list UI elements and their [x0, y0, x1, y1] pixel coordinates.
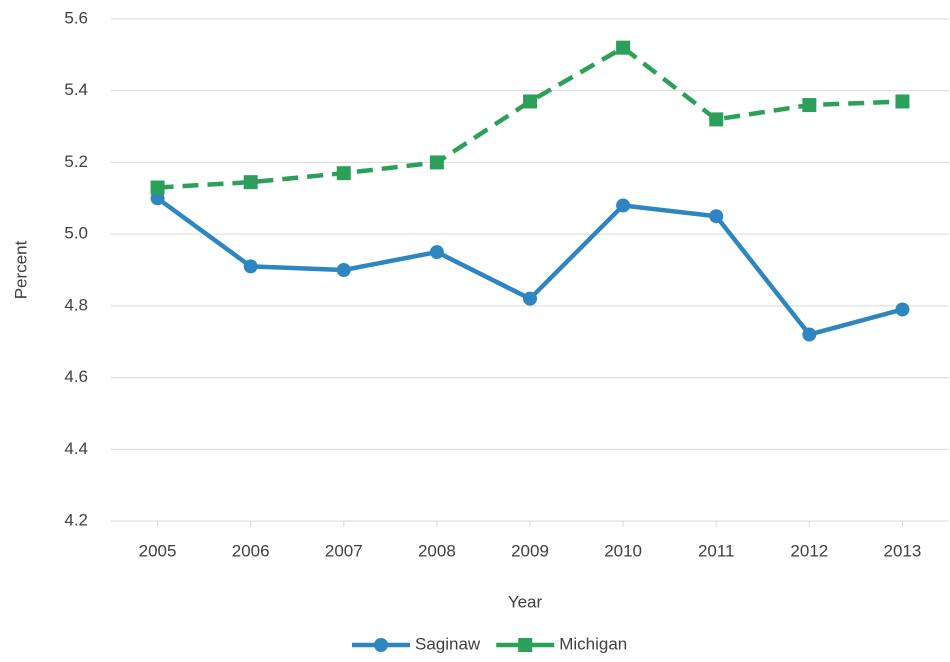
data-point — [243, 175, 258, 190]
legend-marker — [518, 638, 533, 652]
data-point — [243, 259, 258, 274]
data-point — [802, 98, 817, 113]
x-axis-label: Year — [508, 592, 543, 611]
x-tick-label: 2010 — [604, 541, 642, 560]
y-tick-label: 5.0 — [64, 224, 88, 243]
data-point — [802, 327, 817, 342]
data-point — [336, 166, 351, 181]
y-tick-label: 5.4 — [64, 80, 88, 99]
x-tick-label: 2006 — [232, 541, 270, 560]
x-tick-label: 2008 — [418, 541, 456, 560]
series-line — [156, 196, 904, 337]
data-point — [523, 291, 537, 306]
y-tick-label: 4.6 — [64, 367, 88, 386]
y-tick-label: 4.2 — [64, 510, 88, 529]
y-tick-label: 5.6 — [64, 8, 88, 27]
data-point — [616, 40, 631, 55]
x-tick-label: 2007 — [325, 541, 363, 560]
data-point — [895, 94, 910, 109]
series-line — [157, 45, 903, 190]
data-point — [709, 209, 724, 224]
data-point — [523, 94, 537, 109]
y-tick-label: 5.2 — [64, 152, 88, 171]
y-axis-label: Percent — [11, 240, 30, 299]
data-point — [616, 198, 631, 213]
data-point — [150, 180, 165, 195]
x-tick-label: 2009 — [511, 541, 549, 560]
legend-label: Michigan — [559, 634, 627, 653]
legend-label: Saginaw — [415, 634, 481, 653]
data-point — [429, 245, 444, 260]
y-tick-label: 4.8 — [64, 295, 88, 314]
data-point — [709, 112, 724, 127]
x-tick-label: 2012 — [790, 541, 828, 560]
x-tick-label: 2013 — [884, 541, 922, 560]
data-point — [336, 263, 351, 277]
data-point — [429, 155, 444, 170]
data-point — [895, 302, 910, 317]
data-point — [150, 191, 165, 206]
x-tick-label: 2005 — [139, 541, 177, 560]
y-tick-label: 4.4 — [64, 439, 88, 458]
legend-marker — [374, 638, 388, 652]
x-tick-label: 2011 — [698, 541, 735, 560]
